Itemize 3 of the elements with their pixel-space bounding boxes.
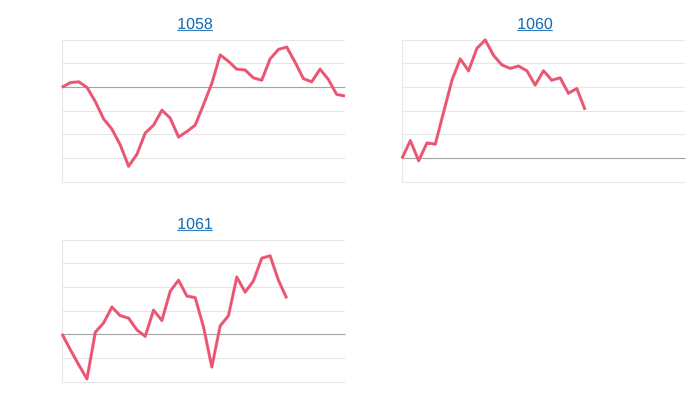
chart-title: 1061 [176,216,214,234]
chart-title: 1060 [516,16,554,34]
chart-title: 1058 [176,16,214,34]
